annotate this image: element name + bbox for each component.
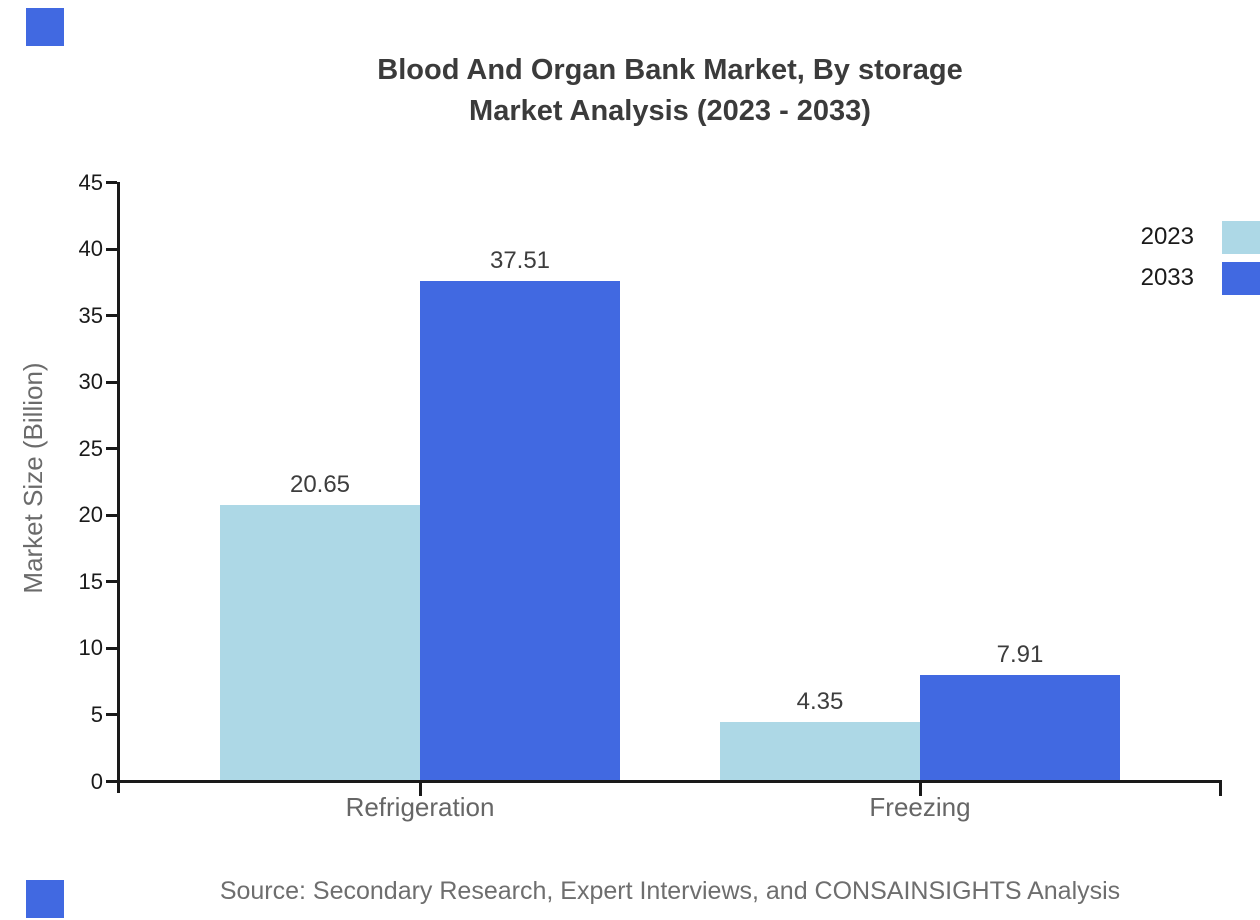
x-tick-mark [918, 783, 922, 796]
y-tick-mark [106, 181, 117, 184]
y-tick-label: 10 [78, 635, 103, 661]
y-tick-label: 45 [78, 169, 103, 195]
legend-item-2023: 2023 [1000, 219, 1260, 255]
y-tick-label: 30 [78, 369, 103, 395]
y-tick-mark [106, 780, 117, 783]
y-tick-label: 35 [78, 302, 103, 328]
y-tick-label: 0 [90, 768, 103, 794]
y-tick-label: 5 [90, 701, 103, 727]
bar-value-label: 4.35 [796, 688, 844, 716]
y-tick-mark [106, 247, 117, 251]
bar-2033-refrigeration [420, 280, 620, 780]
bar-2033-freezing [920, 674, 1120, 780]
x-tick-mark [418, 783, 422, 796]
y-tick-mark [106, 314, 117, 318]
bar-2023-freezing [720, 722, 920, 780]
bar-value-label: 20.65 [289, 471, 351, 499]
legend-label-2023: 2023 [1140, 223, 1194, 250]
legend-swatch-2033 [1222, 261, 1260, 295]
legend-label-2033: 2033 [1140, 264, 1194, 291]
bar-2023-refrigeration [220, 505, 420, 780]
y-tick-label: 15 [78, 568, 103, 594]
brand-square-top-left [26, 8, 64, 46]
legend-item-2033: 2033 [1000, 260, 1260, 296]
category-label-freezing: Freezing [869, 792, 971, 822]
source-note: Source: Secondary Research, Expert Inter… [219, 877, 1121, 905]
y-tick-mark [106, 713, 117, 717]
chart-title: Blood And Organ Bank Market, By storage … [270, 50, 1070, 132]
brand-square-bottom-left [26, 880, 64, 918]
y-tick-mark [106, 380, 117, 384]
y-tick-label: 20 [78, 502, 103, 528]
x-axis-end-tick [1219, 780, 1222, 796]
category-label-refrigeration: Refrigeration [345, 792, 495, 822]
y-tick-mark [106, 580, 117, 584]
y-tick-mark [106, 513, 117, 517]
chart-title-line1: Blood And Organ Bank Market, By storage [377, 54, 963, 86]
bar-value-label: 37.51 [489, 246, 551, 274]
chart-title-line2: Market Analysis (2023 - 2033) [469, 95, 871, 127]
y-tick-mark [106, 447, 117, 451]
y-tick-label: 25 [78, 435, 103, 461]
y-axis-line [117, 182, 120, 793]
bar-value-label: 7.91 [996, 640, 1044, 668]
x-axis-line [117, 780, 1222, 783]
legend-swatch-2023 [1222, 220, 1260, 254]
y-tick-mark [106, 646, 117, 650]
y-tick-label: 40 [78, 236, 103, 262]
